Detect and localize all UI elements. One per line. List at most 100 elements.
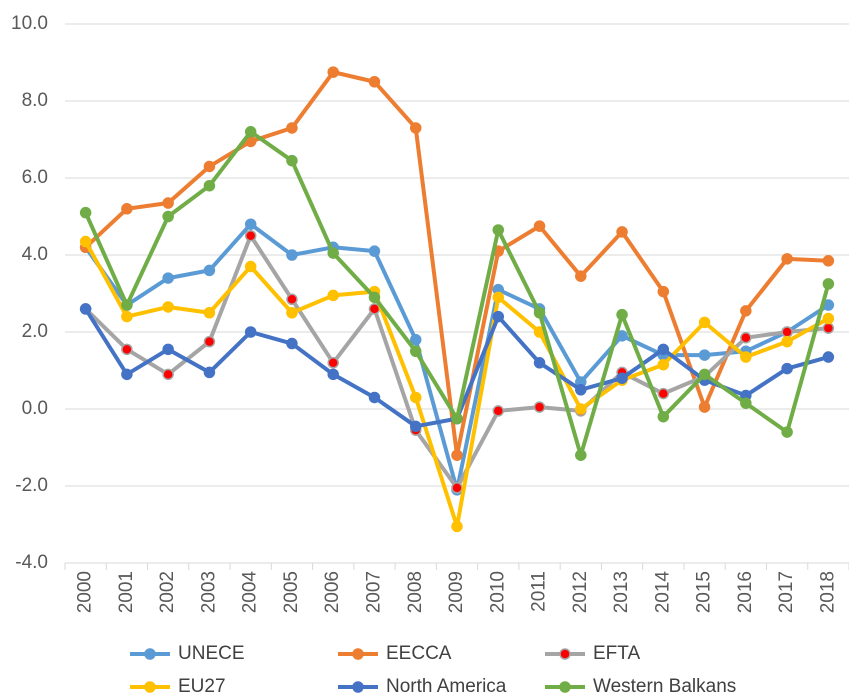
legend-label: EU27	[178, 676, 226, 697]
x-tick-label: 2003	[198, 571, 219, 613]
x-tick-label: 2013	[611, 571, 632, 613]
data-point	[575, 270, 587, 282]
x-tick-label: 2002	[157, 571, 178, 613]
data-point	[409, 420, 422, 433]
data-point	[409, 333, 422, 346]
data-point	[286, 337, 298, 350]
data-point	[781, 335, 793, 348]
data-point	[781, 362, 793, 375]
data-point	[451, 520, 463, 533]
y-tick-label: 0.0	[22, 398, 48, 419]
x-tick-label: 2011	[529, 571, 550, 612]
x-tick-label: 2001	[116, 571, 137, 613]
x-tick-label: 2017	[776, 571, 797, 613]
data-point	[203, 264, 216, 277]
legend-label: UNECE	[178, 643, 245, 664]
data-point	[368, 76, 381, 88]
data-point	[244, 230, 257, 242]
data-point	[657, 410, 670, 423]
series-line	[83, 129, 831, 458]
data-point	[822, 278, 835, 290]
data-point	[203, 335, 216, 348]
data-point	[121, 203, 133, 215]
data-point	[657, 387, 670, 400]
data-point	[740, 351, 752, 363]
data-point	[286, 293, 298, 306]
data-point	[244, 326, 257, 338]
data-point	[121, 310, 133, 323]
data-point	[368, 391, 381, 404]
data-point	[286, 154, 298, 167]
data-point	[244, 218, 257, 230]
data-point	[575, 449, 587, 461]
data-point	[368, 291, 381, 304]
data-point	[203, 160, 216, 173]
data-point	[492, 224, 505, 236]
data-point	[286, 122, 298, 134]
data-point	[533, 220, 546, 232]
data-point	[162, 210, 174, 223]
data-point	[121, 368, 133, 381]
legend-marker	[559, 648, 571, 660]
y-tick-label: 10.0	[11, 13, 48, 34]
x-tick-label: 2014	[652, 571, 673, 614]
legend-marker	[559, 681, 571, 693]
data-point	[79, 235, 92, 248]
data-point	[203, 307, 216, 319]
data-point	[79, 206, 92, 219]
x-tick-label: 2004	[240, 571, 261, 614]
data-point	[533, 401, 546, 413]
data-point	[327, 368, 339, 381]
y-tick-label: 6.0	[22, 167, 48, 188]
legend-marker	[352, 648, 364, 660]
data-point	[698, 368, 711, 381]
data-point	[698, 316, 711, 329]
x-tick-label: 2009	[446, 571, 467, 613]
data-point	[162, 301, 174, 313]
data-point	[451, 449, 463, 461]
data-point	[575, 403, 587, 415]
data-point	[822, 312, 835, 325]
x-tick-label: 2000	[75, 571, 96, 613]
data-point	[822, 322, 835, 334]
data-point	[203, 366, 216, 379]
data-point	[616, 372, 628, 384]
data-point	[740, 305, 752, 317]
data-point	[327, 357, 339, 369]
legend-label: EFTA	[593, 643, 640, 664]
data-point	[781, 426, 793, 438]
data-point	[657, 285, 670, 298]
data-point	[698, 349, 711, 361]
y-tick-label: 2.0	[22, 321, 48, 342]
data-point	[409, 391, 422, 404]
legend-marker	[352, 681, 364, 693]
data-point	[533, 357, 546, 369]
data-point	[575, 384, 587, 396]
data-point	[203, 179, 216, 192]
series-line	[84, 70, 829, 458]
data-point	[492, 310, 505, 323]
x-tick-label: 2008	[405, 571, 426, 613]
legend-label: Western Balkans	[593, 676, 736, 697]
legend-marker	[144, 648, 156, 660]
data-point	[451, 482, 463, 494]
y-tick-label: 4.0	[22, 244, 48, 265]
y-tick-label: -2.0	[15, 475, 48, 496]
data-point	[451, 412, 463, 425]
data-point	[616, 308, 628, 321]
data-point	[327, 247, 339, 259]
data-point	[162, 368, 174, 381]
data-point	[162, 343, 174, 356]
data-point	[368, 245, 381, 257]
data-point	[492, 405, 505, 417]
data-point	[492, 291, 505, 304]
y-tick-label: 8.0	[22, 90, 48, 111]
data-point	[822, 255, 835, 267]
data-point	[244, 126, 257, 138]
legend-label: EECCA	[386, 643, 452, 664]
x-tick-label: 2015	[694, 571, 715, 613]
data-point	[698, 401, 711, 413]
data-point	[409, 345, 422, 357]
legend-marker	[144, 681, 156, 693]
